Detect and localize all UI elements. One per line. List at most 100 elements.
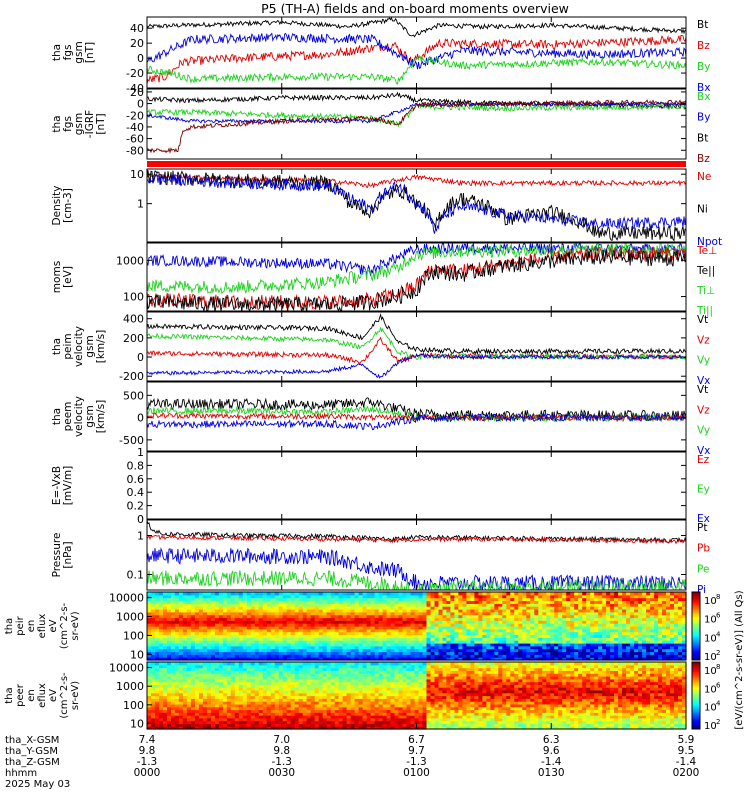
spectrogram-cell: [498, 643, 503, 647]
spectrogram-cell: [298, 673, 304, 677]
spectrogram-cell: [202, 600, 208, 604]
spectrogram-cell: [666, 594, 671, 599]
spectrogram-cell: [614, 628, 619, 633]
spectrogram-cell: [594, 620, 599, 624]
spectrogram-cell: [246, 692, 252, 697]
spectrogram-cell: [434, 592, 440, 596]
legend-entry-Vy: Vy: [697, 425, 710, 437]
spectrogram-cell: [274, 637, 280, 641]
spectrogram-cell: [398, 603, 404, 607]
spectrogram-cell: [362, 617, 368, 621]
spectrogram-cell: [662, 626, 667, 630]
spectrogram-cell: [167, 597, 172, 602]
spectrogram-cell: [446, 614, 451, 619]
spectrogram-cell: [654, 643, 659, 647]
spectrogram-cell: [618, 648, 623, 653]
spectrogram-cell: [254, 712, 260, 716]
spectrogram-cell: [159, 662, 164, 666]
spectrogram-cell: [310, 620, 316, 624]
spectrogram-cell: [167, 651, 172, 655]
spectrogram-cell: [522, 634, 527, 638]
spectrogram-cell: [190, 670, 196, 674]
spectrogram-cell: [570, 626, 575, 630]
spectrogram-cell: [458, 626, 463, 630]
spectrogram-cell: [302, 667, 308, 671]
spectrogram-cell: [350, 698, 356, 702]
spectrogram-cell: [151, 676, 156, 680]
spectrogram-cell: [147, 717, 152, 722]
spectrogram-cell: [510, 645, 515, 650]
spectrogram-cell: [182, 703, 188, 708]
spectrogram-cell: [418, 594, 424, 599]
spectrogram-cell: [278, 726, 284, 730]
spectrogram-cell: [151, 717, 156, 722]
spectrogram-cell: [178, 670, 184, 674]
spectrogram-cell: [534, 648, 539, 653]
spectrogram-cell: [198, 678, 204, 683]
spectrogram-cell: [238, 609, 244, 613]
spectrogram-cell: [302, 651, 308, 655]
spectrogram-cell: [214, 684, 220, 688]
spectrogram-cell: [458, 620, 463, 624]
spectrogram-cell: [159, 634, 164, 638]
spectrogram-cell: [294, 620, 300, 624]
spectrogram-cell: [390, 645, 396, 650]
spectrogram-cell: [486, 643, 491, 647]
spectrogram-cell: [470, 637, 475, 641]
spectrogram-cell: [370, 712, 376, 716]
spectrogram-cell: [218, 657, 224, 661]
spectrogram-cell: [159, 657, 164, 661]
spectrogram-cell: [378, 592, 384, 596]
spectrogram-cell: [506, 643, 511, 647]
spectrogram-cell: [602, 648, 607, 653]
spectrogram-cell: [590, 623, 595, 627]
spectrogram-cell: [390, 614, 396, 619]
spectrogram-cell: [366, 620, 372, 624]
spectrogram-cell: [182, 631, 188, 636]
spectrogram-cell: [246, 726, 252, 730]
spectrogram-cell: [163, 684, 168, 688]
spectrogram-cell: [582, 623, 587, 627]
spectrogram-cell: [486, 614, 491, 619]
spectrogram-cell: [322, 609, 328, 613]
spectrogram-cell: [159, 687, 164, 691]
spectrogram-cell: [522, 606, 527, 610]
spectrogram-cell: [290, 687, 296, 691]
spectrogram-cell: [670, 592, 675, 596]
spectrogram-cell: [642, 597, 647, 602]
spectrogram-cell: [206, 637, 212, 641]
spectrogram-cell: [390, 648, 396, 653]
spectrogram-cell: [266, 726, 272, 730]
spectrogram-cell: [254, 703, 260, 708]
spectrogram-cell: [630, 600, 635, 604]
spectrogram-cell: [302, 626, 308, 630]
spectrogram-cell: [202, 717, 208, 722]
spectrogram-cell: [206, 640, 212, 644]
spectrogram-cell: [358, 611, 364, 616]
spectrogram-cell: [242, 687, 248, 691]
spectrogram-cell: [382, 637, 388, 641]
spectrogram-cell: [194, 623, 200, 627]
spectrogram-cell: [466, 631, 471, 636]
spectrogram-cell: [246, 709, 252, 713]
spectrogram-cell: [202, 609, 208, 613]
spectrogram-cell: [662, 634, 667, 638]
spectrogram-cell: [614, 617, 619, 621]
spectrogram-cell: [482, 654, 487, 658]
spectrogram-cell: [342, 657, 348, 661]
spectrogram-cell: [530, 617, 535, 621]
spectrogram-cell: [554, 600, 559, 604]
spectrogram-cell: [151, 617, 156, 621]
spectrogram-cell: [266, 594, 272, 599]
y-axis-label: sr-eV): [70, 611, 81, 640]
spectrogram-cell: [342, 626, 348, 630]
spectrogram-cell: [546, 597, 551, 602]
spectrogram-cell: [306, 673, 312, 677]
spectrogram-cell: [198, 597, 204, 602]
spectrogram-cell: [598, 657, 603, 661]
spectrogram-cell: [218, 670, 224, 674]
spectrogram-cell: [258, 703, 264, 708]
spectrogram-cell: [234, 628, 240, 633]
spectrogram-cell: [574, 623, 579, 627]
spectrogram-cell: [402, 634, 408, 638]
